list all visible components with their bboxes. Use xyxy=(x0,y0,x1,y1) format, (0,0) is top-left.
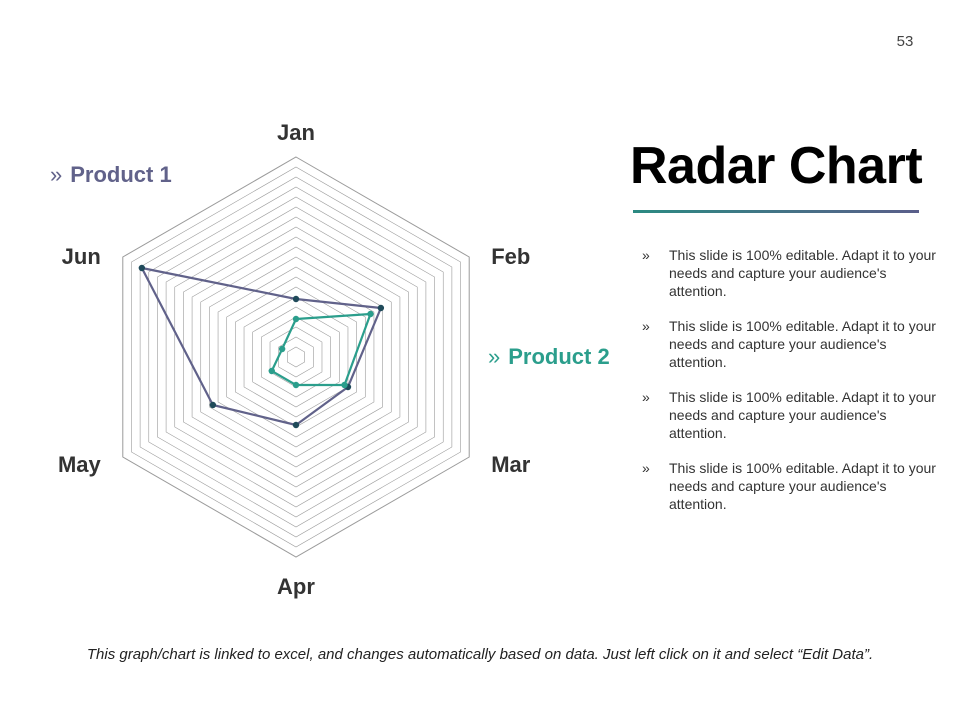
grid-ring xyxy=(278,336,314,378)
grid-ring xyxy=(122,156,470,558)
axis-label-mar: Mar xyxy=(491,452,531,477)
radar-chart[interactable]: Jan Feb Mar Apr May Jun xyxy=(0,0,600,720)
bullet-text: This slide is 100% editable. Adapt it to… xyxy=(669,389,936,441)
series-line-product-2 xyxy=(270,312,372,387)
legend-product-2: » Product 2 xyxy=(488,344,610,370)
grid-ring xyxy=(174,216,418,498)
legend-label-product-1: Product 1 xyxy=(70,162,172,187)
grid-ring xyxy=(200,246,392,468)
page-number: 53 xyxy=(896,33,914,50)
bullet-item: » This slide is 100% editable. Adapt it t… xyxy=(640,388,940,442)
data-point-product-2-mar xyxy=(341,381,348,389)
chevron-icon: » xyxy=(642,389,650,405)
grid-ring xyxy=(217,266,375,448)
footer-note: This graph/chart is linked to excel, and… xyxy=(86,646,874,663)
grid-ring xyxy=(157,196,435,518)
slide-title: Radar Chart xyxy=(630,137,923,195)
data-point-product-1-may xyxy=(209,401,217,409)
legend-label-product-2: Product 2 xyxy=(508,344,610,369)
axis-label-apr: Apr xyxy=(277,574,315,599)
bullet-text: This slide is 100% editable. Adapt it to… xyxy=(669,247,936,299)
grid-ring xyxy=(183,226,409,488)
title-underline xyxy=(633,210,919,213)
bullet-text: This slide is 100% editable. Adapt it to… xyxy=(669,460,936,512)
data-point-product-2-may xyxy=(268,367,275,375)
chevron-icon: » xyxy=(642,247,650,263)
data-point-product-2-feb xyxy=(367,310,374,318)
legend-product-1: » Product 1 xyxy=(50,162,172,188)
data-point-product-1-apr xyxy=(292,421,300,429)
chevron-icon: » xyxy=(50,162,63,187)
axis-label-jun: Jun xyxy=(62,244,101,269)
bullet-item: » This slide is 100% editable. Adapt it t… xyxy=(640,246,940,300)
axis-label-feb: Feb xyxy=(491,244,530,269)
axis-label-may: May xyxy=(58,452,102,477)
grid-ring xyxy=(261,316,331,398)
axis-label-jan: Jan xyxy=(277,120,315,145)
grid-ring xyxy=(148,186,444,528)
chevron-icon: » xyxy=(488,344,501,369)
bullet-item: » This slide is 100% editable. Adapt it t… xyxy=(640,317,940,371)
chevron-icon: » xyxy=(642,318,650,334)
grid-ring xyxy=(287,346,305,368)
grid-ring xyxy=(252,306,340,408)
data-point-product-2-jan xyxy=(292,315,300,323)
grid-ring xyxy=(243,296,349,418)
bullet-item: » This slide is 100% editable. Adapt it t… xyxy=(640,459,940,513)
data-point-product-2-apr xyxy=(292,381,300,389)
grid-ring xyxy=(226,276,366,438)
bullet-list: » This slide is 100% editable. Adapt it t… xyxy=(640,246,940,530)
chevron-icon: » xyxy=(642,460,650,476)
data-point-product-1-feb xyxy=(377,304,385,312)
grid-ring xyxy=(165,206,427,508)
data-point-product-2-jun xyxy=(278,345,286,353)
data-point-product-1-jun xyxy=(138,264,146,272)
bullet-text: This slide is 100% editable. Adapt it to… xyxy=(669,318,936,370)
grid-ring xyxy=(235,286,357,428)
grid-ring xyxy=(131,166,461,548)
grid-ring xyxy=(191,236,401,478)
data-point-product-1-jan xyxy=(292,295,300,303)
